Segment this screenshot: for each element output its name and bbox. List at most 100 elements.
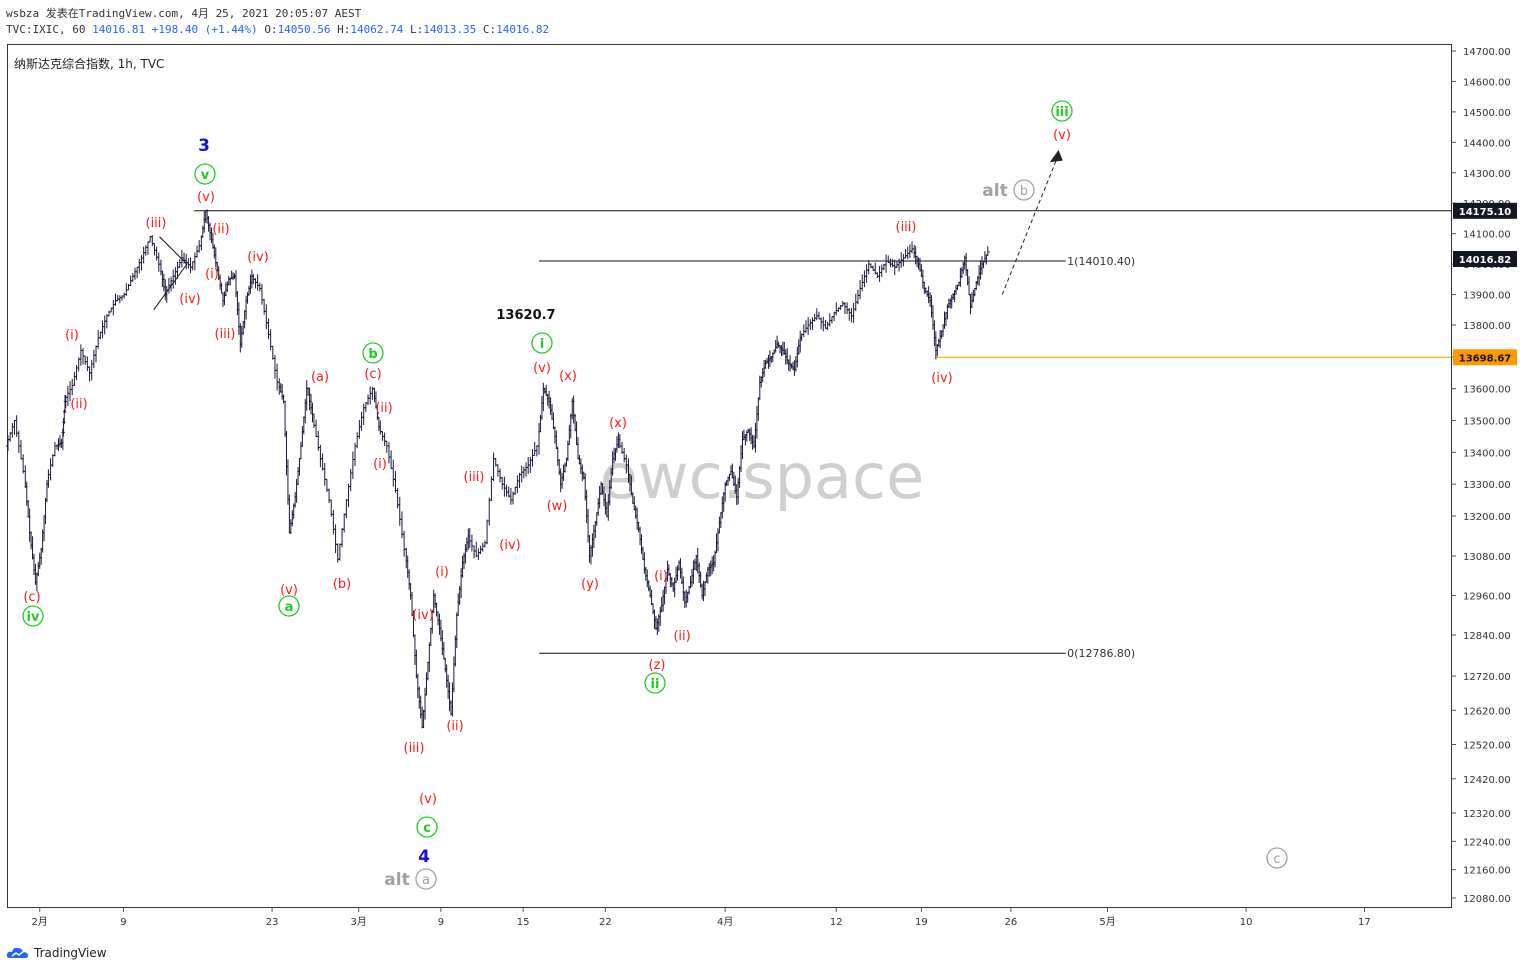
ohlc-series <box>6 209 990 729</box>
ohlc-bar <box>814 308 819 321</box>
ohlc-bar <box>834 302 839 316</box>
ohlc-bar <box>275 363 280 391</box>
ohlc-bar <box>513 486 518 495</box>
x-tick-label: 9 <box>438 917 444 928</box>
wave-label: (iii) <box>404 741 425 756</box>
ohlc-bar <box>808 319 813 330</box>
price-tag-box <box>1453 250 1517 267</box>
fib-level-label: 0(12786.80) <box>1067 647 1135 660</box>
y-tick-label: 12420.00 <box>1463 775 1511 786</box>
chart-pane[interactable] <box>7 44 1452 908</box>
alt-circle-marker <box>415 868 437 890</box>
ohlc-bar <box>139 255 144 271</box>
x-tick-label: 5月 <box>1099 916 1115 928</box>
ohlc-bar <box>264 304 269 330</box>
ohlc-bar <box>485 519 490 545</box>
y-tick-label: 13800.00 <box>1463 321 1511 332</box>
wave-circle-marker <box>1051 100 1073 122</box>
wave-label: (y) <box>581 577 599 592</box>
ohlc-bar <box>391 459 396 487</box>
ohlc-bar <box>320 453 325 471</box>
ohlc-bar <box>866 260 871 275</box>
wave-label: (iii) <box>896 220 917 235</box>
projection-arrow <box>1001 154 1059 295</box>
wave-label: (v) <box>533 361 551 376</box>
ohlc-bar <box>175 261 180 279</box>
ohlc-bar <box>337 543 342 561</box>
ohlc-bar <box>272 355 277 379</box>
ohlc-bar <box>829 316 834 324</box>
ohlc-bar <box>94 345 99 363</box>
ohlc-bar <box>262 298 267 315</box>
ohlc-bar <box>154 246 159 261</box>
ohlc-bar <box>530 449 535 467</box>
alt-circle-label: c <box>1273 852 1280 867</box>
ohlc-bar <box>504 484 509 497</box>
ohlc-bar <box>113 293 118 306</box>
ohlc-bar <box>192 252 197 271</box>
wave-label: (v) <box>1053 128 1071 143</box>
wave-label: iv <box>27 610 40 625</box>
wave-label: (ii) <box>375 401 392 416</box>
ohlc-bar <box>508 487 513 505</box>
wave-label: a <box>285 600 294 615</box>
time-axis[interactable]: 2月 9 23 3月 9 15 22 4月 12 19 26 5月 10 17 <box>32 907 1371 928</box>
wave-label: (iv) <box>247 250 268 265</box>
ohlc-bar <box>851 303 856 323</box>
ohlc-bar <box>877 265 882 282</box>
ohlc-bar <box>346 483 351 508</box>
ohlc-bar <box>985 246 990 256</box>
ohlc-bar <box>21 454 26 474</box>
x-tick-label: 26 <box>1005 917 1018 928</box>
ohlc-bar <box>143 245 148 256</box>
ohlc-bar <box>502 476 507 497</box>
ohlc-bar <box>89 359 94 381</box>
y-tick-label: 12080.00 <box>1463 894 1511 905</box>
ohlc-bar <box>85 356 90 372</box>
ohlc-bar <box>803 320 808 334</box>
wave-label: (iii) <box>215 327 236 342</box>
wave-label: (i) <box>65 328 79 343</box>
ohlc-bar <box>6 435 10 451</box>
wave-label: b <box>368 347 377 362</box>
ohlc-bar <box>819 317 824 330</box>
wave-circle-marker <box>416 816 438 838</box>
x-tick-label: 9 <box>120 917 126 928</box>
y-tick-label: 14500.00 <box>1463 108 1511 119</box>
ohlc-bar <box>393 471 398 493</box>
ohlc-bar <box>842 302 847 315</box>
ohlc-bar <box>270 345 275 360</box>
price-tag-label: 14175.10 <box>1459 207 1512 218</box>
wave-circle-marker <box>644 672 666 694</box>
ohlc-bar <box>102 315 107 335</box>
price-axis[interactable]: 12080.00 12160.00 12240.00 12320.00 12420.00… <box>1451 47 1511 905</box>
price-chart[interactable]: ewc.space 12080.00 12160.00 12240.00 12320.… <box>0 0 1525 940</box>
y-tick-label: 14400.00 <box>1463 138 1511 149</box>
ohlc-bar <box>821 316 826 332</box>
ohlc-bar <box>107 310 112 317</box>
ohlc-bar <box>397 496 402 526</box>
ohlc-bar <box>823 319 828 329</box>
ohlc-bar <box>366 394 371 405</box>
open-value: 14050.56 <box>277 23 331 36</box>
wave-label: (i) <box>205 267 219 282</box>
ohlc-bar <box>171 269 176 289</box>
ohlc-bar <box>864 264 869 283</box>
ohlc-bar <box>489 476 494 502</box>
y-tick-label: 13080.00 <box>1463 552 1511 563</box>
ohlc-bar <box>18 440 23 460</box>
wave-label: (ii) <box>70 397 87 412</box>
y-tick-label: 12840.00 <box>1463 631 1511 642</box>
ohlc-bar <box>875 272 880 279</box>
ohlc-bar <box>386 442 391 464</box>
x-tick-label: 12 <box>830 917 843 928</box>
ohlc-bar <box>402 530 407 557</box>
x-tick-label: 10 <box>1240 917 1253 928</box>
ohlc-bar <box>886 255 891 264</box>
wave-label: iii <box>1055 105 1068 120</box>
ohlc-bar <box>16 430 21 453</box>
ohlc-bar <box>384 440 389 453</box>
ohlc-readout: TVC:IXIC, 60 14016.81 +198.40 (+1.44%) O… <box>6 23 549 36</box>
tradingview-logo[interactable]: TradingView <box>6 945 107 961</box>
ohlc-bar <box>495 464 500 477</box>
